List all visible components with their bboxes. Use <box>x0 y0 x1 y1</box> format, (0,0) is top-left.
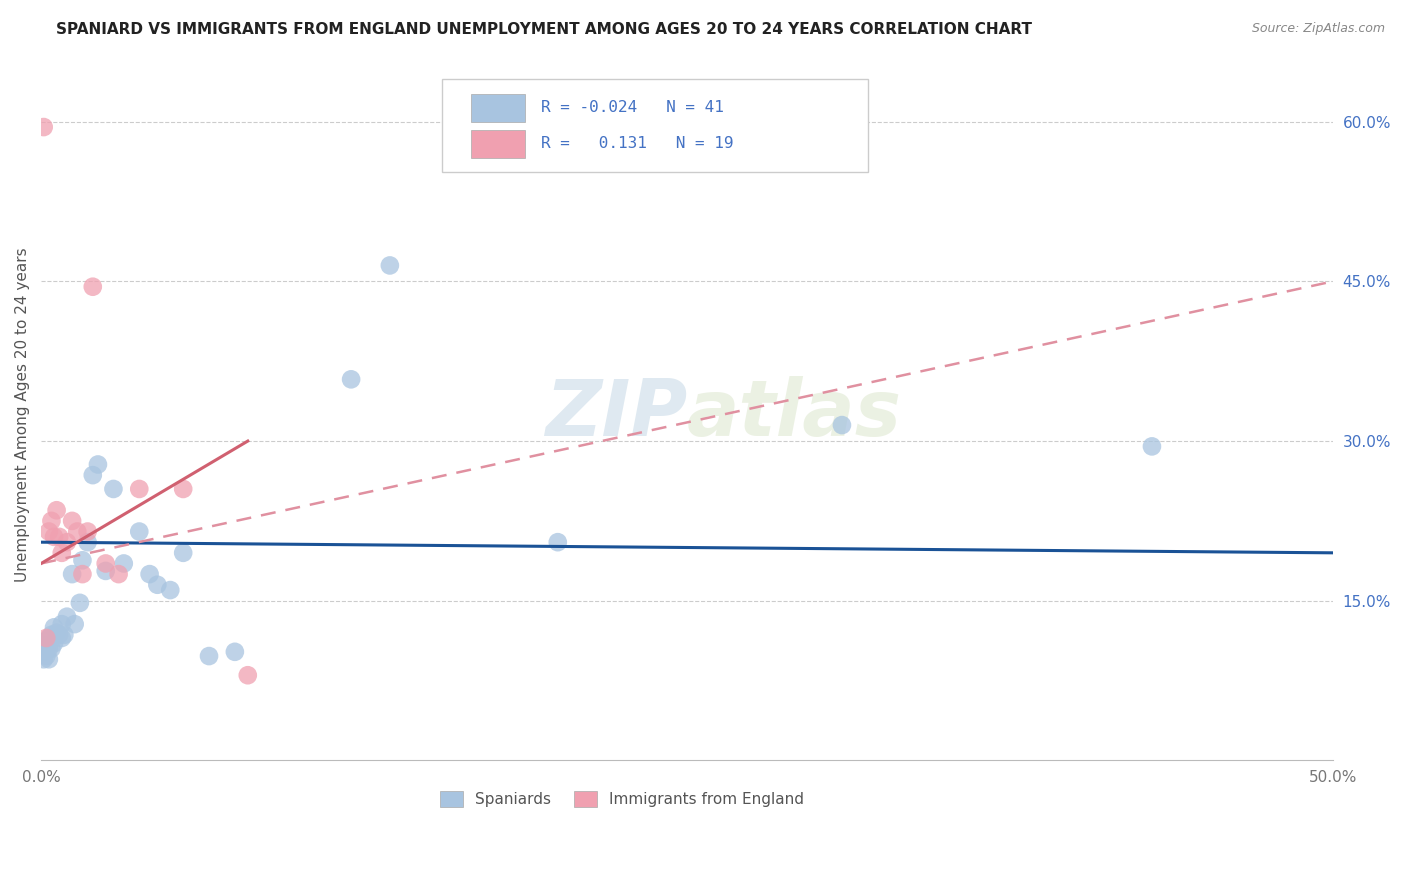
Text: SPANIARD VS IMMIGRANTS FROM ENGLAND UNEMPLOYMENT AMONG AGES 20 TO 24 YEARS CORRE: SPANIARD VS IMMIGRANTS FROM ENGLAND UNEM… <box>56 22 1032 37</box>
Text: atlas: atlas <box>688 376 901 452</box>
Point <box>82 279 104 293</box>
Point <box>41 628 63 642</box>
Text: Source: ZipAtlas.com: Source: ZipAtlas.com <box>1251 22 1385 36</box>
Point <box>69 596 91 610</box>
Point <box>72 553 94 567</box>
Point <box>172 546 194 560</box>
Point <box>224 645 246 659</box>
Y-axis label: Unemployment Among Ages 20 to 24 years: Unemployment Among Ages 20 to 24 years <box>15 247 30 582</box>
Point <box>45 503 67 517</box>
Point <box>94 564 117 578</box>
Point <box>146 578 169 592</box>
Point <box>1140 439 1163 453</box>
Point <box>82 468 104 483</box>
Point <box>56 535 79 549</box>
Text: R = -0.024   N = 41: R = -0.024 N = 41 <box>541 101 724 115</box>
Point <box>112 557 135 571</box>
Point <box>138 567 160 582</box>
Point <box>32 120 55 134</box>
Point <box>38 631 60 645</box>
Point <box>831 418 853 433</box>
Point <box>159 583 181 598</box>
Point <box>32 652 55 666</box>
Text: ZIP: ZIP <box>544 376 688 452</box>
Point <box>42 620 65 634</box>
Point <box>42 636 65 650</box>
Point <box>76 524 98 539</box>
Point <box>35 634 58 648</box>
Point <box>41 514 63 528</box>
Point <box>56 609 79 624</box>
Point <box>378 259 401 273</box>
Point <box>38 641 60 656</box>
Point <box>35 641 58 656</box>
FancyBboxPatch shape <box>441 78 868 172</box>
Point <box>76 535 98 549</box>
Point <box>103 482 125 496</box>
Point <box>63 617 86 632</box>
Text: R =   0.131   N = 19: R = 0.131 N = 19 <box>541 136 734 152</box>
Point <box>42 530 65 544</box>
Point <box>94 557 117 571</box>
Point <box>51 631 73 645</box>
Point <box>51 617 73 632</box>
Point <box>41 641 63 656</box>
Point <box>38 524 60 539</box>
Point <box>35 631 58 645</box>
Point <box>53 628 76 642</box>
Point <box>128 524 150 539</box>
Point <box>32 639 55 653</box>
Point <box>32 645 55 659</box>
Point <box>236 668 259 682</box>
Point <box>45 625 67 640</box>
Point <box>48 628 70 642</box>
FancyBboxPatch shape <box>471 130 526 158</box>
Point <box>340 372 363 386</box>
Point <box>35 649 58 664</box>
FancyBboxPatch shape <box>471 95 526 122</box>
Point <box>60 514 83 528</box>
Point <box>198 649 221 664</box>
Point <box>66 524 89 539</box>
Point <box>128 482 150 496</box>
Point <box>87 458 110 472</box>
Point <box>547 535 569 549</box>
Point <box>48 530 70 544</box>
Point <box>38 652 60 666</box>
Point <box>60 567 83 582</box>
Legend: Spaniards, Immigrants from England: Spaniards, Immigrants from England <box>433 784 813 815</box>
Point <box>72 567 94 582</box>
Point <box>172 482 194 496</box>
Point <box>51 546 73 560</box>
Point <box>107 567 129 582</box>
